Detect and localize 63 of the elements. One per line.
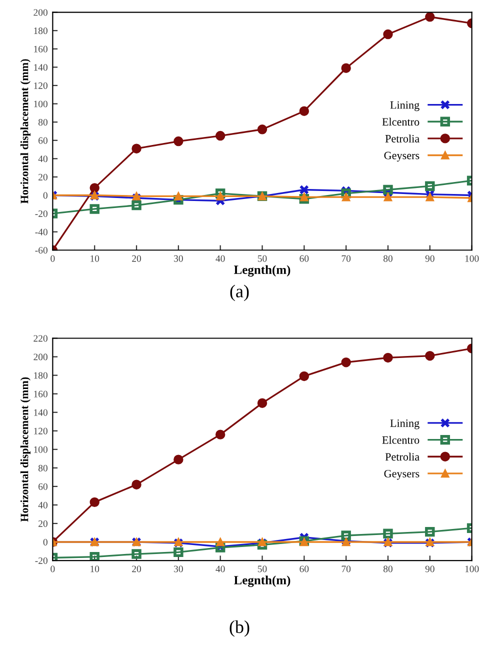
x-tick-label: 100 — [465, 255, 479, 262]
x-axis-title: Legnth(m) — [234, 576, 290, 588]
y-tick-label: 180 — [34, 372, 48, 379]
y-tick-label: 160 — [34, 46, 48, 52]
y-tick-label: 220 — [34, 335, 48, 342]
x-axis-title: Legnth(m) — [234, 265, 290, 277]
x-tick-label: 100 — [465, 566, 479, 572]
x-tick-label: 20 — [132, 566, 142, 572]
x-tick-label: 10 — [90, 566, 100, 572]
y-tick-label: 180 — [34, 28, 48, 34]
y-tick-label: 60 — [38, 137, 48, 144]
y-tick-label: 0 — [43, 538, 48, 546]
x-tick-label: 70 — [342, 255, 351, 262]
x-tick-label: 30 — [174, 566, 183, 572]
y-tick-label: 0 — [43, 192, 48, 199]
text: (b) — [230, 620, 250, 637]
x-tick-label: 10 — [90, 255, 100, 262]
y-tick-label: 200 — [34, 9, 48, 16]
x-tick-label: 90 — [425, 255, 434, 262]
y-tick-label: 80 — [38, 464, 48, 472]
x-tick-label: 50 — [258, 566, 267, 572]
y-tick-label: 120 — [34, 82, 48, 89]
legend-label: Elcentro — [382, 436, 420, 444]
y-tick-label: -20 — [35, 557, 48, 564]
x-tick-label: 60 — [300, 566, 309, 572]
y-tick-label: 80 — [38, 118, 48, 126]
x-tick-label: 0 — [50, 255, 55, 262]
y-tick-label: 120 — [34, 428, 48, 434]
x-tick-label: 30 — [174, 255, 183, 262]
y-tick-label: 40 — [38, 156, 48, 162]
legend-label: Elcentro — [382, 118, 420, 126]
x-tick-label: 80 — [384, 566, 392, 572]
y-tick-label: 20 — [38, 520, 48, 527]
y-tick-label: 60 — [38, 483, 48, 490]
y-tick-label: 140 — [34, 409, 48, 416]
y-tick-label: 200 — [34, 354, 48, 360]
x-tick-label: 80 — [384, 255, 392, 262]
y-tick-label: -20 — [35, 210, 48, 218]
y-axis-title: Horizontal displacement (mm) — [20, 59, 30, 204]
x-tick-label: 60 — [300, 255, 309, 262]
y-axis-title: Horizontal displacement (mm) — [20, 377, 30, 522]
x-tick-label: 40 — [216, 566, 225, 572]
y-tick-label: 140 — [34, 64, 48, 71]
x-tick-label: 0 — [50, 566, 55, 572]
y-tick-label: 100 — [34, 100, 48, 108]
legend-label: Geysers — [384, 470, 420, 480]
x-tick-label: 70 — [342, 566, 351, 572]
y-tick-label: 100 — [34, 446, 48, 453]
y-tick-label: 160 — [34, 390, 48, 398]
legend-label: Petrolia — [385, 452, 420, 461]
legend-label: Petrolia — [385, 134, 420, 142]
x-tick-label: 20 — [132, 255, 142, 262]
legend-label: Geysers — [384, 152, 420, 162]
y-tick-label: -40 — [35, 228, 48, 236]
x-tick-label: 50 — [258, 255, 267, 262]
y-tick-label: -60 — [35, 247, 48, 254]
legend-label: Lining — [390, 419, 420, 430]
y-tick-label: 20 — [38, 174, 48, 180]
legend-label: Lining — [390, 101, 420, 112]
x-tick-label: 90 — [425, 566, 434, 572]
y-tick-label: 40 — [38, 502, 48, 508]
x-tick-label: 40 — [216, 255, 225, 262]
text: (a) — [230, 284, 249, 302]
